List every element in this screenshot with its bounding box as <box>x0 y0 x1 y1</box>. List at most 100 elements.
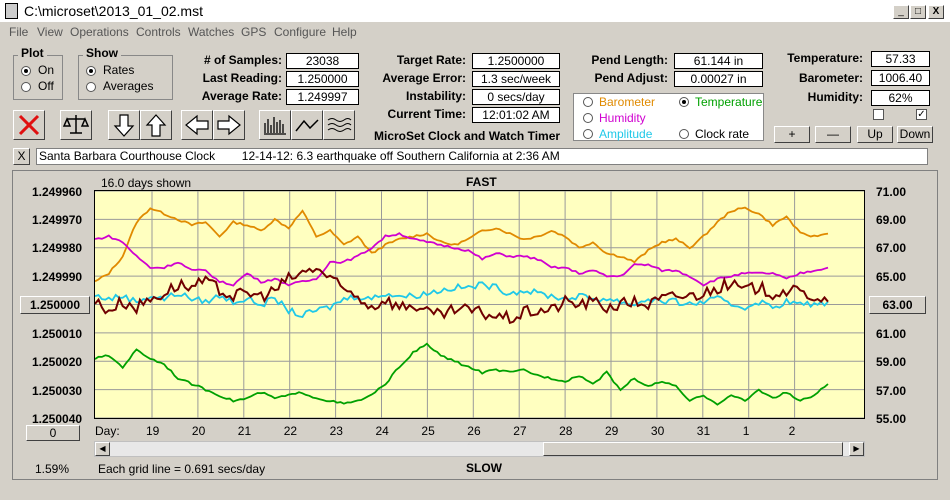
barometer-label: Barometer: <box>798 71 863 85</box>
pend-length-field[interactable]: 61.144 in <box>674 53 763 69</box>
wave-view-button[interactable] <box>323 110 355 140</box>
plot-on-radio[interactable] <box>21 66 31 76</box>
menu-help[interactable]: Help <box>332 25 357 39</box>
horizontal-scrollbar[interactable]: ◀ ▶ <box>94 441 865 457</box>
current-time-field: 12:01:02 AM <box>472 107 560 123</box>
temperature-option[interactable]: Temperature <box>695 95 763 109</box>
decrease-button[interactable]: — <box>815 126 851 143</box>
x-tick-label: 21 <box>237 424 252 438</box>
x-tick-label: 23 <box>329 424 343 438</box>
series-line-clock-rate <box>94 267 829 325</box>
y-left-tick: 1.250010 <box>32 327 83 341</box>
scroll-position-button[interactable]: 0 <box>26 425 80 441</box>
menu-file[interactable]: File <box>9 25 29 39</box>
window-title: C:\microset\2013_01_02.mst <box>24 3 203 19</box>
checkbox-2[interactable]: ✓ <box>916 109 927 120</box>
plot-area[interactable] <box>94 190 865 419</box>
show-group-title: Show <box>83 46 121 60</box>
x-tick-label: 29 <box>605 424 619 438</box>
x-tick-label: 24 <box>375 424 389 438</box>
bars-icon <box>264 117 286 135</box>
down-button[interactable]: Down <box>897 126 933 143</box>
menu-view[interactable]: View <box>37 25 63 39</box>
line-icon <box>295 119 319 132</box>
series-line-barometer <box>94 206 829 283</box>
show-averages-radio[interactable] <box>86 82 96 92</box>
temperature-radio[interactable] <box>679 97 689 107</box>
clock-rate-radio[interactable] <box>679 129 689 139</box>
target-rate-field[interactable]: 1.2500000 <box>472 53 560 69</box>
series-line-humidity <box>94 232 829 287</box>
show-rates-radio[interactable] <box>86 66 96 76</box>
stop-button[interactable] <box>13 110 45 140</box>
clock-rate-option[interactable]: Clock rate <box>695 127 750 141</box>
maximize-button[interactable]: □ <box>910 5 926 19</box>
minimize-button[interactable]: _ <box>893 5 909 19</box>
y-right-tick: 71.00 <box>876 185 907 199</box>
scroll-right-button[interactable]: ▶ <box>849 442 864 456</box>
checkbox-1[interactable] <box>873 109 884 120</box>
line-view-button[interactable] <box>291 110 323 140</box>
close-button[interactable]: X <box>928 5 944 19</box>
humidity-radio[interactable] <box>583 113 593 123</box>
series-line-amplitude <box>94 281 829 318</box>
plot-svg <box>94 190 864 419</box>
arrow-left-button[interactable] <box>181 110 213 140</box>
temperature-field: 57.33 <box>871 51 930 67</box>
stop-x-icon <box>18 114 40 136</box>
pend-length-label: Pend Length: <box>591 53 668 67</box>
average-error-field: 1.3 sec/week <box>472 71 560 87</box>
y-right-center-button[interactable]: 63.00 <box>869 296 926 314</box>
y-left-tick: 1.250020 <box>32 355 83 369</box>
note-close-button[interactable]: X <box>13 148 30 165</box>
menu-controls[interactable]: Controls <box>136 25 181 39</box>
plot-off-radio[interactable] <box>21 82 31 92</box>
plot-group-title: Plot <box>18 46 47 60</box>
x-tick-label: 28 <box>559 424 573 438</box>
last-reading-label: Last Reading: <box>202 71 282 85</box>
plot-on-label: On <box>38 63 55 77</box>
arrow-right-button[interactable] <box>213 110 245 140</box>
up-button[interactable]: Up <box>857 126 893 143</box>
show-group <box>78 55 173 100</box>
pend-adjust-label: Pend Adjust: <box>594 71 668 85</box>
y-right-tick: 69.00 <box>876 213 907 227</box>
series-line-temperature <box>94 342 829 406</box>
menu-operations[interactable]: Operations <box>70 25 129 39</box>
percent-label: 1.59% <box>35 462 70 476</box>
scroll-thumb[interactable] <box>543 442 843 456</box>
title-bar: C:\microset\2013_01_02.mst _ □ X <box>0 0 950 22</box>
menu-gps[interactable]: GPS <box>241 25 267 39</box>
note-field[interactable]: Santa Barbara Courthouse Clock 12-14-12:… <box>36 148 928 165</box>
x-tick-label: 27 <box>513 424 527 438</box>
barometer-field: 1006.40 <box>871 70 930 86</box>
balance-scale-icon <box>62 115 90 134</box>
increase-button[interactable]: + <box>774 126 810 143</box>
menu-configure[interactable]: Configure <box>274 25 327 39</box>
menu-watches[interactable]: Watches <box>188 25 235 39</box>
arrow-up-button[interactable] <box>140 110 172 140</box>
barometer-option[interactable]: Barometer <box>599 95 656 109</box>
x-tick-label: 22 <box>283 424 298 438</box>
arrow-left-icon <box>185 114 209 136</box>
chart-panel <box>12 170 938 480</box>
sensor-select-box <box>573 93 764 141</box>
barometer-radio[interactable] <box>583 97 593 107</box>
scroll-left-button[interactable]: ◀ <box>95 442 110 456</box>
app-icon[interactable] <box>5 3 18 19</box>
y-right-tick: 59.00 <box>876 355 907 369</box>
arrow-down-button[interactable] <box>108 110 140 140</box>
amplitude-radio[interactable] <box>583 129 593 139</box>
instability-field: 0 secs/day <box>472 89 560 105</box>
humidity-option[interactable]: Humidity <box>599 111 646 125</box>
bars-view-button[interactable] <box>259 110 291 140</box>
y-right-tick: 61.00 <box>876 327 907 341</box>
y-left-center-button[interactable]: 1.250000 <box>20 296 90 314</box>
x-tick-label: 31 <box>696 424 711 438</box>
x-tick-label: 1 <box>742 424 750 438</box>
y-right-tick: 65.00 <box>876 270 907 284</box>
balance-button[interactable] <box>60 110 92 140</box>
show-averages-label: Averages <box>103 79 154 93</box>
current-time-label: Current Time: <box>387 107 466 121</box>
amplitude-option[interactable]: Amplitude <box>599 127 653 141</box>
